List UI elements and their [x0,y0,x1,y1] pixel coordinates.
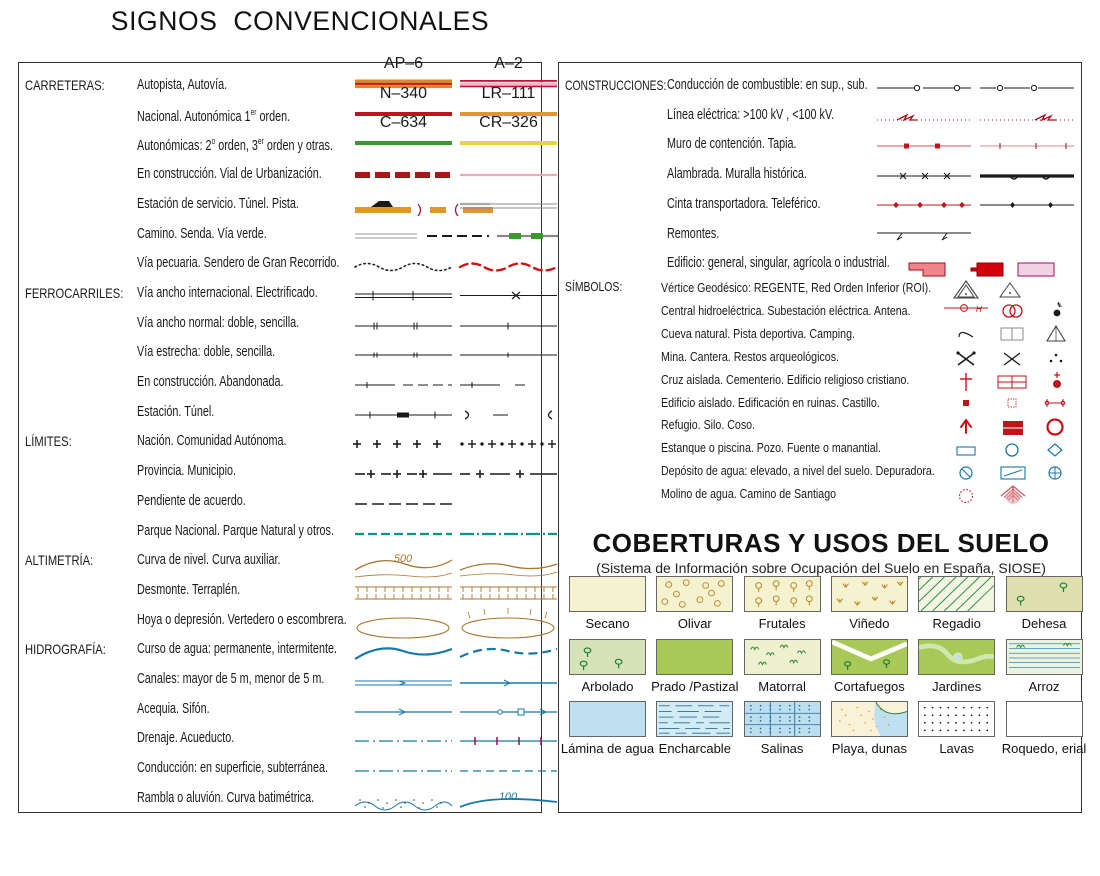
svg-text:500: 500 [394,553,413,565]
svg-text:100: 100 [499,791,518,803]
svg-text:H: H [976,305,982,314]
